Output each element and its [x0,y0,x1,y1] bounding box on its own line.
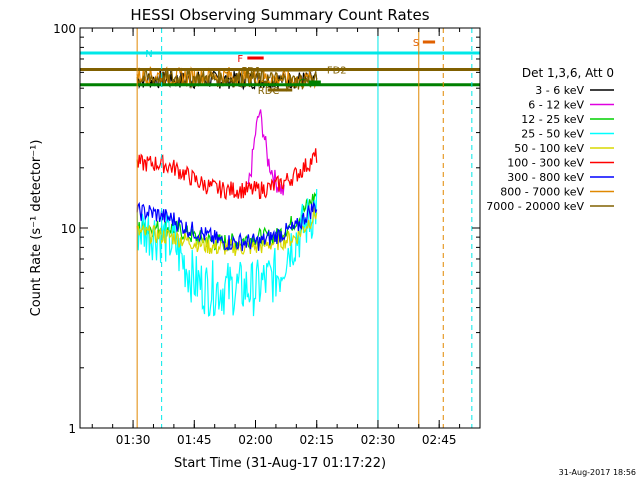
x-tick-label-4: 02:30 [361,433,396,447]
series-line-8 [136,68,318,92]
footer-date: 31-Aug-2017 18:56 [559,468,636,477]
chart-title: HESSI Observing Summary Count Rates [130,6,429,24]
flag-label-6: C [299,78,306,89]
flag-label-1: S [413,38,419,49]
x-axis-label: Start Time (31-Aug-17 01:17:22) [174,456,386,471]
legend-label-5: 100 - 300 keV [507,157,584,170]
flag-label-2: F [237,54,243,65]
flag-label-4: FD2 [327,66,347,77]
legend-label-7: 800 - 7000 keV [500,186,584,199]
x-tick-label-0: 01:30 [116,433,151,447]
series-line-1 [246,109,285,196]
x-tick-label-3: 02:15 [299,433,334,447]
legend-label-1: 6 - 12 keV [528,99,584,112]
series-line-4 [136,207,318,257]
y-axis-label: Count Rate (s⁻¹ detector⁻¹) [29,140,44,317]
x-tick-label-2: 02:00 [238,433,273,447]
x-tick-label-5: 02:45 [422,433,457,447]
legend-title: Det 1,3,6, Att 0 [522,66,614,80]
legend-label-0: 3 - 6 keV [535,84,584,97]
y-tick-label-2: 100 [53,22,76,36]
plot-data [136,66,318,317]
legend-label-3: 25 - 50 keV [521,128,584,141]
y-tick-label-0: 1 [68,422,76,436]
series-line-6 [136,200,318,252]
series-line-3 [136,188,318,317]
series-line-5 [136,148,318,201]
flag-label-3: FD1 [241,66,261,77]
legend-label-6: 300 - 800 keV [507,171,584,184]
flag-label-5: RDC [258,86,280,97]
legend-label-4: 50 - 100 keV [514,142,584,155]
x-tick-label-1: 01:45 [177,433,212,447]
legend-label-8: 7000 - 20000 keV [486,200,584,213]
y-tick-label-1: 10 [61,222,76,236]
legend-label-2: 12 - 25 keV [521,113,584,126]
flag-label-0: N [145,49,152,60]
axes: 1 10 100 01:30 01:45 02:00 02:15 02:30 02:45 [53,22,481,447]
